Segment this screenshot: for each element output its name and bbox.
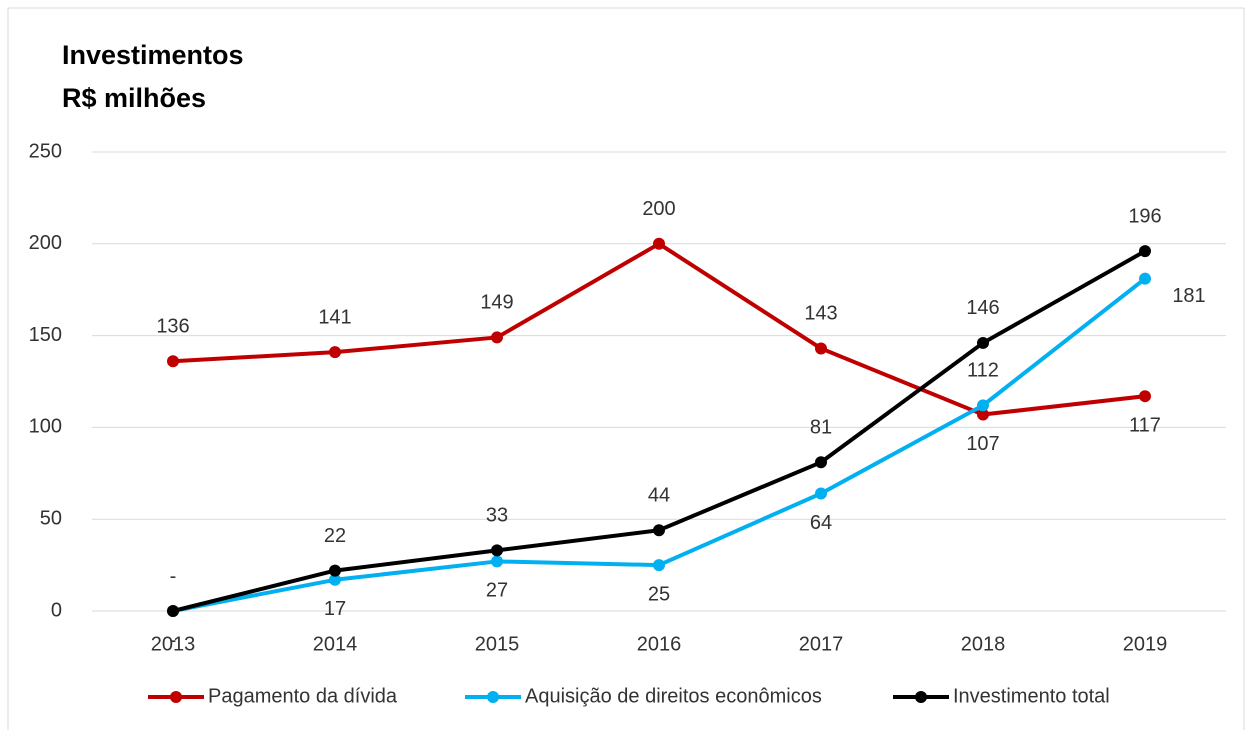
data-point xyxy=(815,487,827,500)
data-point xyxy=(815,456,827,469)
data-point xyxy=(653,524,665,537)
data-label: 107 xyxy=(966,433,999,455)
data-point xyxy=(1139,245,1151,258)
x-tick-label: 2018 xyxy=(961,633,1006,655)
data-label: - xyxy=(170,629,177,651)
data-label: 117 xyxy=(1129,414,1161,436)
x-tick-label: 2016 xyxy=(637,633,682,655)
data-label: 17 xyxy=(324,598,346,620)
legend-label: Pagamento da dívida xyxy=(208,685,398,707)
chart-subtitle: R$ milhões xyxy=(62,83,206,113)
data-label: 149 xyxy=(480,292,513,314)
data-point xyxy=(329,346,341,359)
series-line xyxy=(172,241,1146,417)
data-point xyxy=(329,573,341,586)
data-label: 141 xyxy=(318,306,351,328)
data-point xyxy=(329,564,341,577)
data-label: 196 xyxy=(1128,205,1161,227)
data-label: 136 xyxy=(156,316,189,338)
legend-label: Investimento total xyxy=(953,685,1110,707)
data-label: - xyxy=(170,565,177,587)
chart-frame xyxy=(7,7,1245,735)
data-point xyxy=(491,331,503,344)
data-label: 81 xyxy=(810,417,832,439)
data-point xyxy=(977,408,989,421)
legend-label: Aquisição de direitos econômicos xyxy=(525,685,822,707)
x-tick-label: 2017 xyxy=(799,633,844,655)
data-label: 181 xyxy=(1172,285,1205,307)
data-point xyxy=(977,336,989,349)
legend-marker xyxy=(915,691,927,703)
data-point xyxy=(491,555,503,568)
x-tick-label: 2019 xyxy=(1123,633,1168,655)
data-point xyxy=(977,399,989,412)
y-tick-label: 50 xyxy=(40,507,62,529)
y-tick-label: 0 xyxy=(51,599,62,621)
data-label: 33 xyxy=(486,505,508,527)
data-label: 112 xyxy=(967,360,999,382)
data-point xyxy=(167,605,179,617)
chart-title: Investimentos xyxy=(62,40,244,70)
data-point xyxy=(815,342,827,355)
data-label: 143 xyxy=(804,303,837,325)
data-label: 25 xyxy=(648,583,670,605)
y-tick-label: 100 xyxy=(29,416,62,438)
data-label: 44 xyxy=(648,484,670,506)
data-point xyxy=(491,544,503,557)
data-label: 200 xyxy=(642,198,675,220)
x-tick-label: 2015 xyxy=(475,633,520,655)
legend-marker xyxy=(170,691,182,703)
data-point xyxy=(167,355,179,368)
x-tick-label: 2014 xyxy=(313,633,358,655)
data-label: 146 xyxy=(966,297,999,319)
y-tick-label: 200 xyxy=(29,232,62,254)
y-tick-label: 150 xyxy=(29,324,62,346)
data-point xyxy=(1139,390,1151,403)
legend-marker xyxy=(487,691,499,703)
data-label: 27 xyxy=(486,580,508,602)
x-tick-label: 2013 xyxy=(151,633,196,655)
data-point xyxy=(653,237,665,250)
data-point xyxy=(653,559,665,572)
y-tick-label: 250 xyxy=(29,140,62,162)
data-point xyxy=(1139,272,1151,285)
data-label: 64 xyxy=(810,512,832,534)
data-label: 22 xyxy=(324,525,346,547)
